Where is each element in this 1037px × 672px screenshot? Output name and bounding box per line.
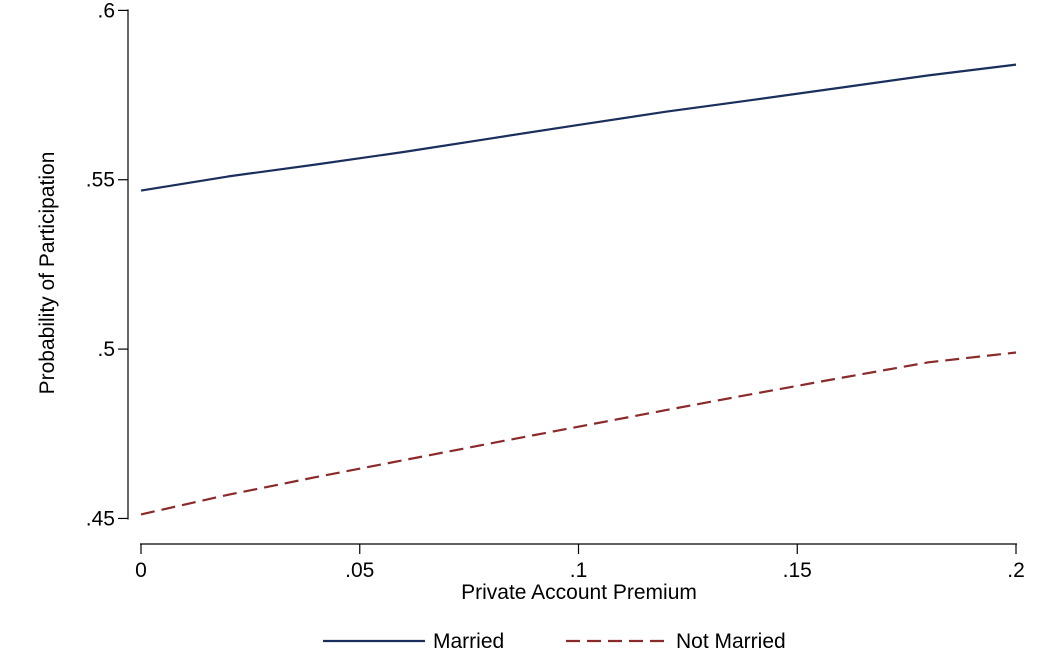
series-line-not-married xyxy=(140,351,1017,516)
legend: Married Not Married xyxy=(323,630,786,653)
series-line-married xyxy=(140,63,1017,192)
y-axis-label: Probability of Participation xyxy=(36,152,59,395)
y-tick-label: .45 xyxy=(86,507,115,530)
x-tick-label: 0 xyxy=(135,559,147,582)
x-tick-label: .1 xyxy=(570,559,588,582)
y-tick-label: .5 xyxy=(97,338,115,361)
x-tick-label: .05 xyxy=(345,559,374,582)
x-axis-label: Private Account Premium xyxy=(461,581,697,604)
axes: .45 .5 .55 .6 0 .05 .1 .15 .2 xyxy=(86,0,1025,582)
plot-area xyxy=(140,63,1017,516)
x-tick-label: .2 xyxy=(1007,559,1025,582)
legend-label: Married xyxy=(433,630,504,653)
legend-label: Not Married xyxy=(676,630,786,653)
y-tick-label: .6 xyxy=(97,0,115,22)
y-tick-label: .55 xyxy=(86,169,115,192)
x-tick-label: .15 xyxy=(783,559,812,582)
